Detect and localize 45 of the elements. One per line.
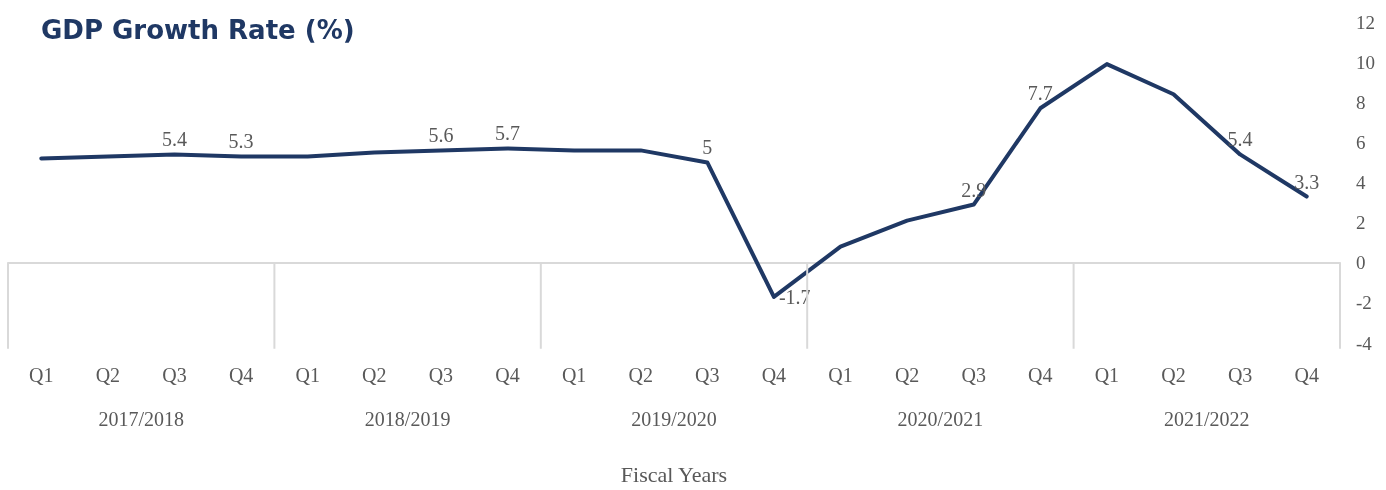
- data-label: 7.7: [1027, 82, 1053, 105]
- data-label: 5.7: [495, 122, 520, 145]
- x-tick-label: Q1: [29, 364, 54, 386]
- x-tick-label: Q2: [1161, 364, 1186, 386]
- x-tick-label: Q2: [95, 364, 121, 386]
- text: 2020/2021: [897, 408, 984, 430]
- y-tick-label: 4: [1356, 172, 1366, 193]
- x-tick-label: Q1: [561, 364, 587, 386]
- data-label: 5.3: [228, 130, 254, 153]
- x-tick-label: Q3: [428, 364, 454, 386]
- x-tick-label: Q1: [1094, 364, 1120, 386]
- x-tick-label: Q1: [295, 364, 320, 386]
- y-tick-label: -2: [1356, 292, 1372, 314]
- y-tick-label: 12: [1356, 11, 1375, 33]
- x-tick-label: Q4: [1294, 364, 1319, 386]
- text: 2019/2020: [631, 408, 717, 430]
- y-tick-label: 0: [1356, 252, 1366, 274]
- text: 2017/2018: [98, 408, 184, 430]
- data-label: 3.3: [1294, 170, 1320, 193]
- x-tick-label: Q2: [362, 364, 387, 386]
- x-tick-label: Q2: [894, 364, 920, 386]
- x-tick-label: Q1: [828, 364, 853, 386]
- x-tick-label: Q4: [228, 364, 254, 386]
- x-tick-label: Q3: [695, 364, 720, 386]
- y-tick-label: 6: [1356, 131, 1366, 153]
- x-tick-label: Q2: [628, 364, 653, 386]
- x-tick-label: Q4: [761, 364, 787, 386]
- data-label: 5: [702, 136, 713, 159]
- x-tick-label: Q4: [1028, 364, 1053, 386]
- text: 2021/2022: [1164, 408, 1250, 430]
- data-label: -1.7: [778, 285, 811, 308]
- y-tick-label: -4: [1356, 332, 1373, 354]
- text: 2018/2019: [364, 408, 451, 430]
- y-tick-label: 2: [1356, 212, 1366, 234]
- data-label: 5.6: [428, 124, 454, 147]
- chart-title: GDP Growth Rate (%): [41, 15, 355, 45]
- y-tick-label: 10: [1356, 51, 1375, 73]
- data-label: 5.4: [162, 128, 187, 151]
- x-tick-label: Q3: [1227, 364, 1253, 386]
- x-axis-title: Fiscal Years: [620, 461, 728, 487]
- x-tick-label: Q3: [961, 364, 986, 386]
- data-label: 5.4: [1227, 128, 1253, 151]
- x-tick-label: Q4: [495, 364, 520, 386]
- y-tick-label: 8: [1356, 91, 1366, 113]
- x-tick-label: Q3: [162, 364, 187, 386]
